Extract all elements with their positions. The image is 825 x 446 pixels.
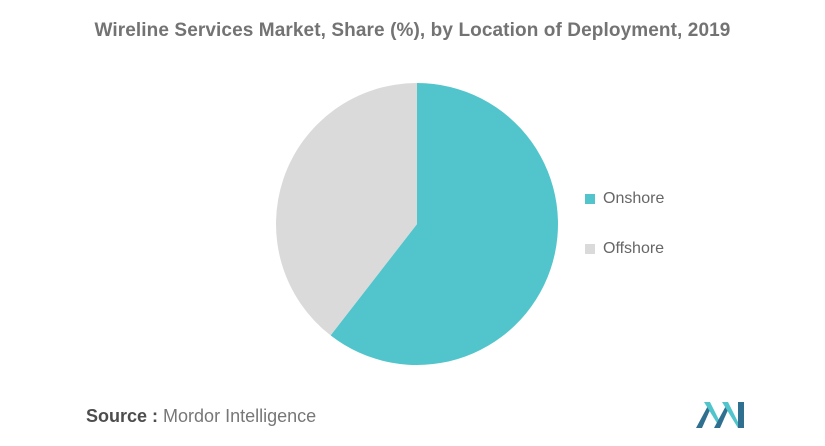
source-note: Source : Mordor Intelligence	[86, 406, 316, 427]
pie-slices	[276, 83, 558, 366]
chart-legend: Onshore Offshore	[585, 188, 664, 288]
legend-label-onshore: Onshore	[603, 190, 665, 207]
source-label: Source :	[86, 406, 159, 426]
mordor-intelligence-logo-icon	[696, 402, 744, 428]
chart-title: Wireline Services Market, Share (%), by …	[94, 20, 731, 41]
legend-label-offshore: Offshore	[603, 240, 665, 257]
legend-item-offshore: Offshore	[585, 238, 664, 260]
pie-slice-offshore	[276, 83, 417, 336]
legend-item-onshore: Onshore	[585, 188, 664, 210]
legend-swatch-offshore	[585, 244, 595, 254]
legend-swatch-onshore	[585, 194, 595, 204]
pie-slice-onshore	[330, 83, 558, 366]
source-value: Mordor Intelligence	[163, 406, 317, 426]
